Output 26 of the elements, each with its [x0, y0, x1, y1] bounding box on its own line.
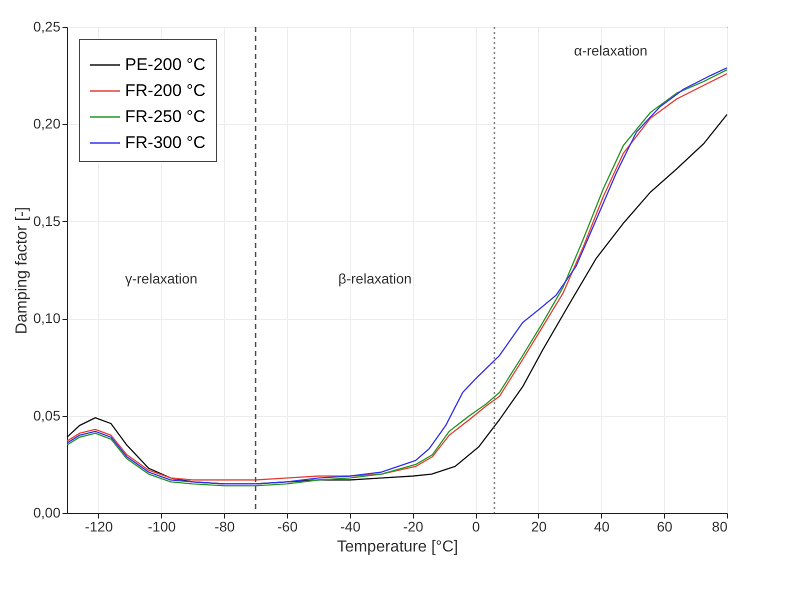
- y-tick-label: 0,15: [33, 212, 61, 229]
- legend-label: FR-250 °C: [125, 107, 206, 126]
- y-tick-label: 0,10: [33, 310, 61, 326]
- legend-label: FR-200 °C: [125, 81, 206, 100]
- x-tick-label: -100: [148, 518, 176, 534]
- x-tick-label: 0: [472, 518, 480, 534]
- x-tick-label: 20: [531, 518, 547, 534]
- annotation: β-relaxation: [338, 270, 412, 287]
- x-tick-label: -20: [403, 518, 424, 534]
- y-tick-label: 0,20: [33, 116, 61, 132]
- legend-label: PE-200 °C: [125, 55, 206, 74]
- x-tick-label: -80: [214, 518, 235, 534]
- x-tick-label: 60: [656, 518, 673, 534]
- x-tick-label: 40: [594, 518, 610, 534]
- x-axis-title: Temperature [°C]: [336, 538, 458, 556]
- y-axis-title: Damping factor [-]: [13, 206, 30, 334]
- annotation: α-relaxation: [574, 42, 648, 58]
- legend-label: FR-300 °C: [125, 133, 206, 152]
- x-tick-label: 80: [712, 518, 728, 534]
- y-tick-label: 0,25: [33, 18, 61, 34]
- y-tick-label: 0,00: [33, 504, 61, 520]
- y-tick-label: 0,05: [33, 407, 61, 424]
- x-tick-label: -40: [340, 518, 361, 534]
- x-tick-label: -120: [84, 518, 114, 534]
- annotation: γ-relaxation: [125, 270, 198, 287]
- x-tick-label: -60: [277, 518, 298, 534]
